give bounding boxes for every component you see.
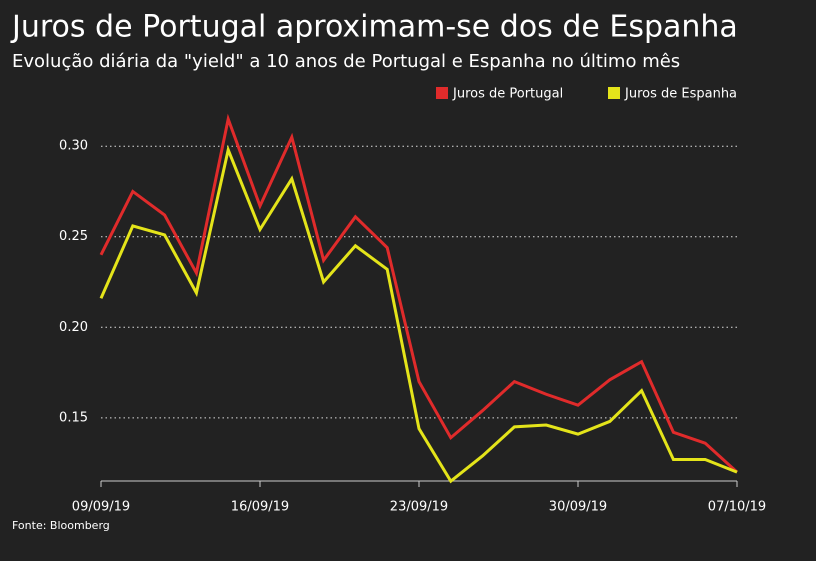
x-tick-label: 09/09/19 (72, 500, 130, 515)
y-tick-label: 0.20 (59, 320, 88, 335)
x-tick-label: 30/09/19 (549, 500, 607, 515)
y-tick-label: 0.30 (59, 139, 88, 154)
y-tick-label: 0.25 (59, 229, 88, 244)
source: Fonte: Bloomberg (12, 519, 110, 532)
x-tick-label: 16/09/19 (231, 500, 289, 515)
legend-label: Juros de Portugal (452, 87, 563, 102)
chart-title: Juros de Portugal aproximam-se dos de Es… (10, 10, 738, 45)
series-line (99, 144, 738, 484)
y-tick-label: 0.15 (59, 410, 88, 425)
x-tick-label: 23/09/19 (390, 500, 448, 515)
series-line (99, 113, 739, 474)
legend-swatch (608, 87, 620, 99)
chart-subtitle: Evolução diária da "yield" a 10 anos de … (12, 51, 680, 72)
legend-swatch (436, 87, 448, 99)
legend-label: Juros de Espanha (624, 87, 737, 102)
x-tick-label: 07/10/19 (708, 500, 766, 515)
